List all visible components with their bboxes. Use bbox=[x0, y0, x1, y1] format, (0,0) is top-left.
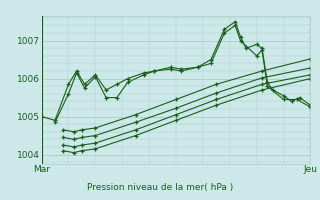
Text: Pression niveau de la mer( hPa ): Pression niveau de la mer( hPa ) bbox=[87, 183, 233, 192]
